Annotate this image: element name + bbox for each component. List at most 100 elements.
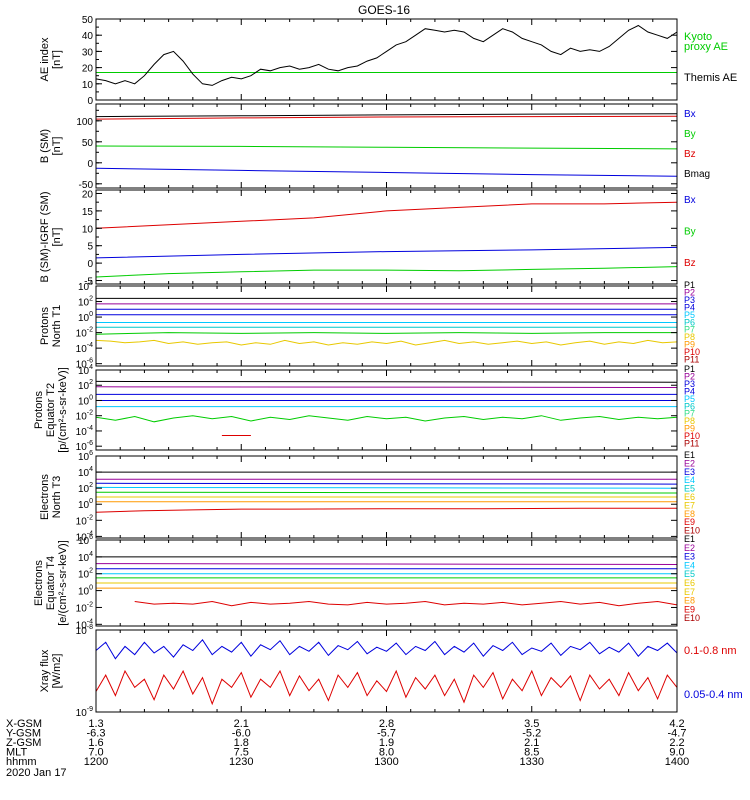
tick-exponent: -4 bbox=[87, 425, 93, 432]
legend-item: E1 bbox=[684, 450, 695, 460]
panel-bsm: -50 0 50 100 B (SM) [nT] Bx By Bz Bmag bbox=[39, 103, 710, 191]
legend-item: E4 bbox=[684, 475, 695, 485]
panel-frame bbox=[95, 18, 678, 101]
legend-item: P5 bbox=[684, 394, 695, 404]
legend-item: E5 bbox=[684, 569, 695, 579]
panel-bdiff: -5 0 5 10 15 20 B (SM)-IGRF (SM) [nT] Bx By Bz bbox=[39, 189, 696, 287]
info-row-value: 1.6 bbox=[88, 737, 103, 749]
y-tick-label: 15 bbox=[82, 207, 94, 218]
y-tick-label: 50 bbox=[82, 138, 94, 149]
legend-item: P9 bbox=[684, 424, 695, 434]
y-axis-label: [nT] bbox=[51, 228, 63, 247]
info-row-label: MLT bbox=[6, 747, 27, 759]
y-tick-label: 10-4 bbox=[76, 342, 93, 355]
y-axis-label: [nT] bbox=[51, 137, 63, 156]
legend-item: E7 bbox=[684, 587, 695, 597]
tick-exponent: 2 bbox=[89, 568, 93, 575]
tick-exponent: 0 bbox=[89, 498, 93, 505]
y-tick-label: 10-2 bbox=[76, 327, 93, 340]
y-tick-label: 106 bbox=[78, 534, 93, 547]
y-tick-label: 102 bbox=[78, 296, 93, 309]
legend-item: E1 bbox=[684, 534, 695, 544]
y-tick-label: 30 bbox=[82, 47, 94, 58]
tick-exponent: -2 bbox=[87, 327, 93, 334]
info-row-value: 2.2 bbox=[669, 737, 684, 749]
legend-item: P8 bbox=[684, 332, 695, 342]
orbit-info-table: X-GSM 1.3 2.1 2.8 3.5 4.2 Y-GSM -6.3 -6.0 -5.7 -5.… bbox=[6, 718, 689, 768]
y-tick-label: 10-2 bbox=[76, 514, 93, 527]
y-tick-label: 10-2 bbox=[76, 410, 93, 423]
series-bsm-by bbox=[95, 145, 678, 150]
tick-exponent: 6 bbox=[89, 450, 93, 457]
y-tick-label: 104 bbox=[78, 280, 93, 293]
legend-item: P2 bbox=[684, 371, 695, 381]
legend-item: E9 bbox=[684, 517, 695, 527]
series-bdiff-bz bbox=[95, 201, 678, 229]
info-row-value: 9.0 bbox=[669, 747, 684, 759]
y-tick-label: 0 bbox=[87, 259, 93, 270]
info-row-value: 8.5 bbox=[524, 747, 539, 759]
legend-item: P9 bbox=[684, 340, 695, 350]
legend-item: E8 bbox=[684, 509, 695, 519]
series-enorth-e9 bbox=[95, 507, 677, 513]
legend-item: P1 bbox=[684, 280, 695, 290]
tick-exponent: -6 bbox=[87, 440, 93, 447]
legend-item: E10 bbox=[684, 526, 700, 536]
tick-exponent: 4 bbox=[89, 364, 93, 371]
y-tick-label: 104 bbox=[78, 466, 93, 479]
tick-exponent: 2 bbox=[89, 296, 93, 303]
tick-exponent: 2 bbox=[89, 482, 93, 489]
tick-exponent: 6 bbox=[89, 534, 93, 541]
info-row-value: -5.7 bbox=[377, 728, 396, 740]
y-tick-label: 104 bbox=[78, 551, 93, 564]
legend-item: 0.05-0.4 nm bbox=[684, 689, 743, 701]
legend-item: E6 bbox=[684, 578, 695, 588]
series-enorth-e5 bbox=[95, 491, 678, 494]
legend-item: P8 bbox=[684, 416, 695, 426]
y-axis-label: B (SM) bbox=[39, 129, 51, 163]
legend-item: P10 bbox=[684, 431, 700, 441]
info-row-label: hhmm bbox=[6, 756, 37, 768]
series-peq-p1 bbox=[95, 380, 678, 383]
y-tick-label: 0 bbox=[87, 96, 93, 107]
tick-exponent: 0 bbox=[89, 311, 93, 318]
series-pnorth-p8 bbox=[95, 339, 678, 346]
series-bsm-bz bbox=[95, 115, 678, 120]
info-row-value: 2.8 bbox=[379, 718, 394, 730]
series-xray-0-05-0-4-nm bbox=[95, 669, 678, 706]
info-row-value: 8.0 bbox=[379, 747, 394, 759]
info-row-value: 1300 bbox=[374, 756, 398, 768]
info-row-value: 7.5 bbox=[234, 747, 249, 759]
legend-item: P3 bbox=[684, 379, 695, 389]
legend-item: By bbox=[684, 129, 696, 140]
info-row-value: -5.2 bbox=[522, 728, 541, 740]
legend-item: E10 bbox=[684, 613, 700, 623]
tick-exponent: -2 bbox=[87, 514, 93, 521]
y-tick-label: 10-4 bbox=[76, 425, 93, 438]
series-bdiff-bx bbox=[95, 246, 678, 259]
info-row-value: 7.0 bbox=[88, 747, 103, 759]
y-tick-label: 0 bbox=[87, 159, 93, 170]
tick-exponent: 4 bbox=[89, 280, 93, 287]
series-bsm-bx bbox=[95, 167, 678, 177]
y-tick-label: 102 bbox=[78, 482, 93, 495]
y-tick-label: 100 bbox=[78, 498, 93, 511]
legend-item: P6 bbox=[684, 401, 695, 411]
series-peq-p7 bbox=[95, 415, 678, 423]
info-row-value: 1200 bbox=[84, 756, 108, 768]
legend-item: Bmag bbox=[684, 169, 710, 180]
info-row-label: Y-GSM bbox=[6, 728, 41, 740]
tick-exponent: -2 bbox=[87, 410, 93, 417]
legend-item: P6 bbox=[684, 317, 695, 327]
y-axis-label: Electrons bbox=[33, 560, 45, 606]
legend-item: P7 bbox=[684, 325, 695, 335]
legend-item: E7 bbox=[684, 500, 695, 510]
y-axis-label: Equator T4 bbox=[45, 556, 57, 610]
y-tick-label: 106 bbox=[78, 450, 93, 463]
y-tick-label: 104 bbox=[78, 364, 93, 377]
legend-item: Themis AE bbox=[684, 72, 737, 84]
